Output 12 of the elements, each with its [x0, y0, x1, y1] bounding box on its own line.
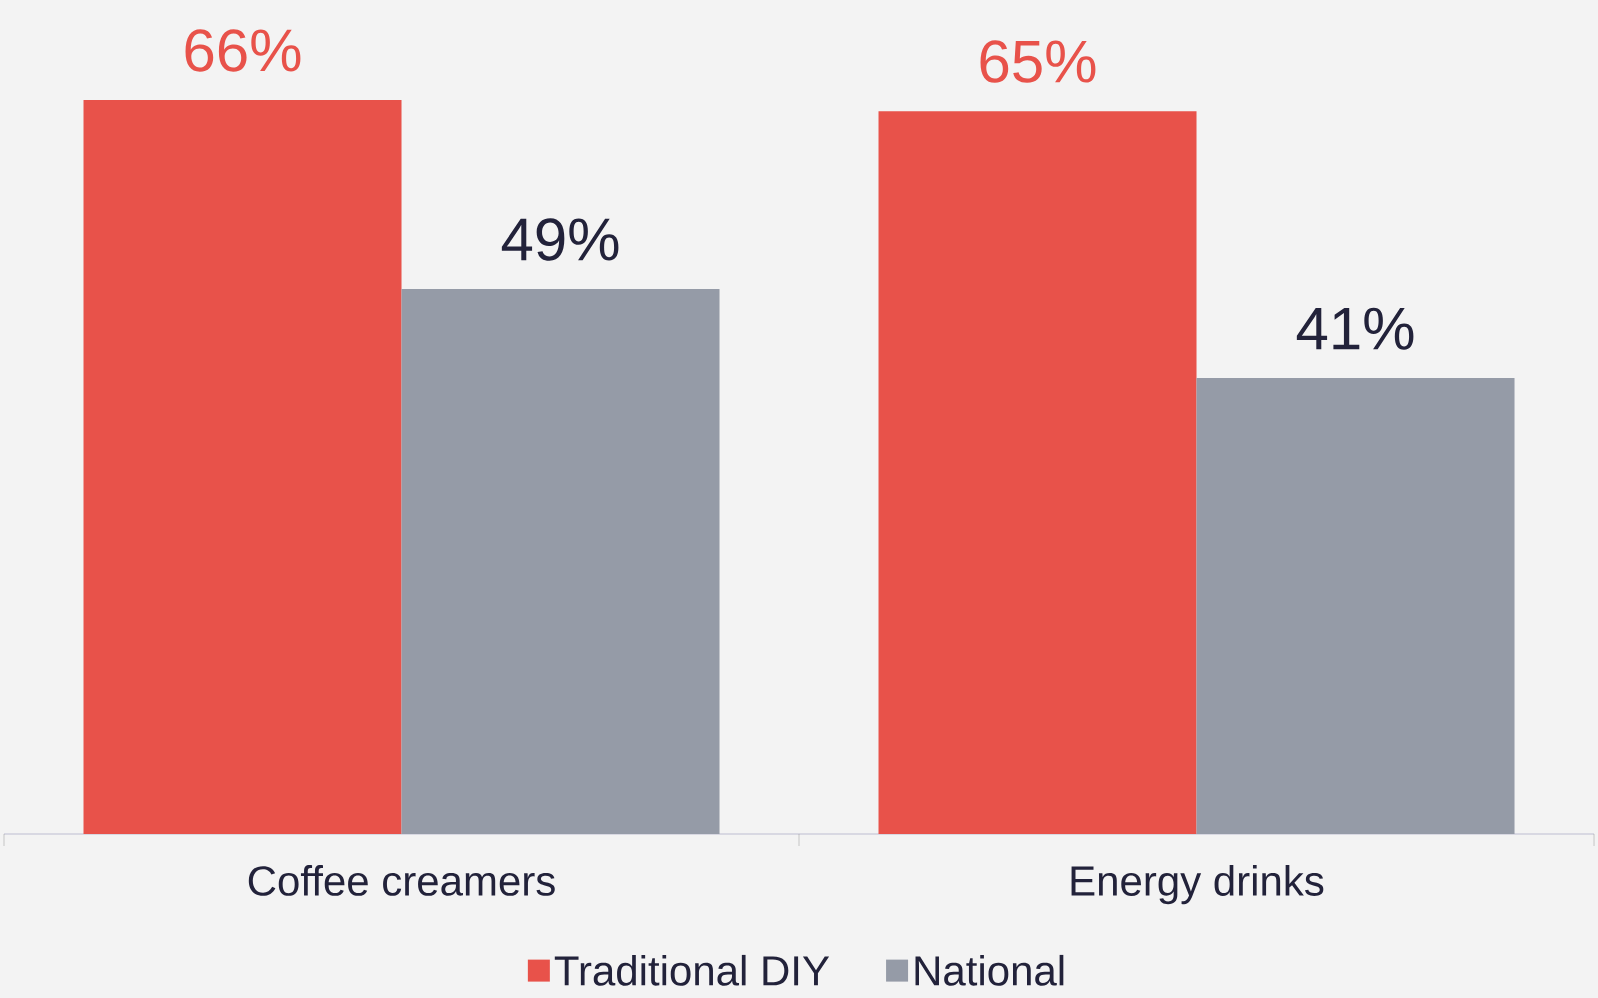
x-tick-label: Energy drinks	[1071, 865, 1324, 905]
data-label: 66%	[185, 29, 301, 72]
x-tick-label: Coffee creamers	[248, 865, 555, 896]
legend-label: National	[915, 954, 1064, 986]
data-label: 65%	[980, 40, 1096, 83]
bar	[83, 100, 402, 834]
data-label: 49%	[501, 218, 619, 261]
bar	[401, 289, 720, 834]
legend-label: Traditional DIY	[554, 954, 830, 986]
data-label: 41%	[1296, 307, 1414, 350]
bar	[878, 111, 1197, 834]
bar	[1196, 378, 1515, 834]
